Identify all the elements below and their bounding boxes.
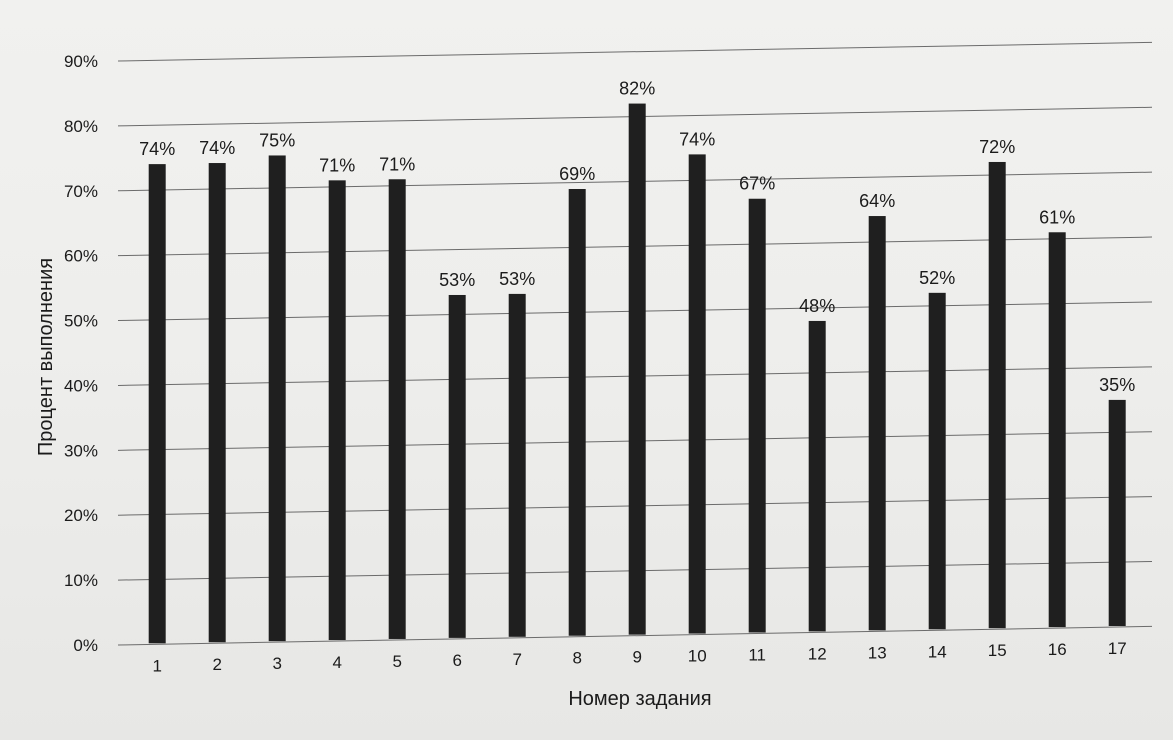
bar bbox=[388, 179, 406, 639]
y-tick-label: 70% bbox=[64, 182, 98, 201]
value-labels: 74% 74% 75% 71% 71% 53% 53% 69% 82% 74% 67% 48% 64% 5… bbox=[139, 79, 1135, 395]
x-tick-label: 14 bbox=[928, 642, 947, 661]
y-tick-label: 50% bbox=[64, 312, 98, 331]
data-label: 53% bbox=[499, 269, 535, 289]
gridline bbox=[117, 41, 1153, 62]
data-label: 53% bbox=[439, 270, 475, 290]
bar bbox=[928, 292, 946, 630]
x-tick-label: 7 bbox=[512, 650, 521, 669]
x-axis-line bbox=[117, 625, 1153, 646]
data-label: 72% bbox=[979, 137, 1015, 157]
x-tick-label: 2 bbox=[212, 655, 221, 674]
y-axis-title: Процент выполнения bbox=[35, 258, 57, 456]
x-tick-label: 16 bbox=[1048, 640, 1067, 659]
bar bbox=[808, 320, 826, 632]
x-tick-label: 9 bbox=[632, 648, 641, 667]
x-tick-label: 1 bbox=[152, 656, 161, 675]
x-tick-label: 6 bbox=[452, 651, 461, 670]
x-tick-label: 4 bbox=[332, 653, 341, 672]
data-label: 74% bbox=[139, 139, 175, 159]
y-tick-label: 80% bbox=[64, 117, 98, 136]
bar bbox=[628, 103, 646, 635]
y-tick-label: 0% bbox=[73, 636, 98, 655]
data-label: 61% bbox=[1039, 207, 1075, 227]
y-tick-label: 60% bbox=[64, 247, 98, 266]
bar bbox=[568, 189, 586, 636]
bar bbox=[748, 198, 766, 633]
bar bbox=[988, 161, 1006, 629]
data-label: 75% bbox=[259, 130, 295, 150]
bar bbox=[208, 163, 226, 643]
data-label: 67% bbox=[739, 174, 775, 194]
x-axis-title: Номер задания bbox=[568, 688, 711, 710]
bar bbox=[448, 294, 466, 638]
data-label: 69% bbox=[559, 164, 595, 184]
bar bbox=[1108, 399, 1126, 627]
x-tick-label: 5 bbox=[392, 652, 401, 671]
bar bbox=[508, 293, 526, 637]
y-tick-label: 20% bbox=[64, 506, 98, 525]
y-tick-label: 30% bbox=[64, 441, 98, 460]
x-axis-ticks: 1 2 3 4 5 6 7 8 9 10 11 12 13 14 15 16 17 bbox=[152, 639, 1126, 675]
data-label: 52% bbox=[919, 268, 955, 288]
x-tick-label: 8 bbox=[572, 649, 581, 668]
x-tick-label: 11 bbox=[748, 645, 766, 664]
data-label: 74% bbox=[679, 129, 715, 149]
x-tick-label: 10 bbox=[688, 647, 707, 666]
x-tick-label: 13 bbox=[868, 643, 887, 662]
bar bbox=[328, 180, 346, 641]
bar bbox=[868, 216, 886, 631]
bar bbox=[688, 154, 706, 634]
data-label: 64% bbox=[859, 191, 895, 211]
data-label: 74% bbox=[199, 138, 235, 158]
bar bbox=[148, 164, 166, 644]
data-label: 35% bbox=[1099, 375, 1135, 395]
bars bbox=[148, 103, 1126, 644]
x-tick-label: 17 bbox=[1108, 639, 1127, 658]
data-label: 48% bbox=[799, 296, 835, 316]
y-axis-ticks: 0% 10% 20% 30% 40% 50% 60% 70% 80% 90% bbox=[64, 52, 98, 655]
y-tick-label: 90% bbox=[64, 52, 98, 71]
y-tick-label: 10% bbox=[64, 571, 98, 590]
data-label: 71% bbox=[319, 155, 355, 175]
bar bbox=[1048, 232, 1066, 628]
x-tick-label: 15 bbox=[988, 641, 1007, 660]
x-tick-label: 3 bbox=[272, 654, 281, 673]
x-tick-label: 12 bbox=[808, 644, 827, 663]
data-label: 82% bbox=[619, 79, 655, 99]
bar bbox=[268, 155, 286, 642]
data-label: 71% bbox=[379, 154, 415, 174]
y-tick-label: 40% bbox=[64, 376, 98, 395]
